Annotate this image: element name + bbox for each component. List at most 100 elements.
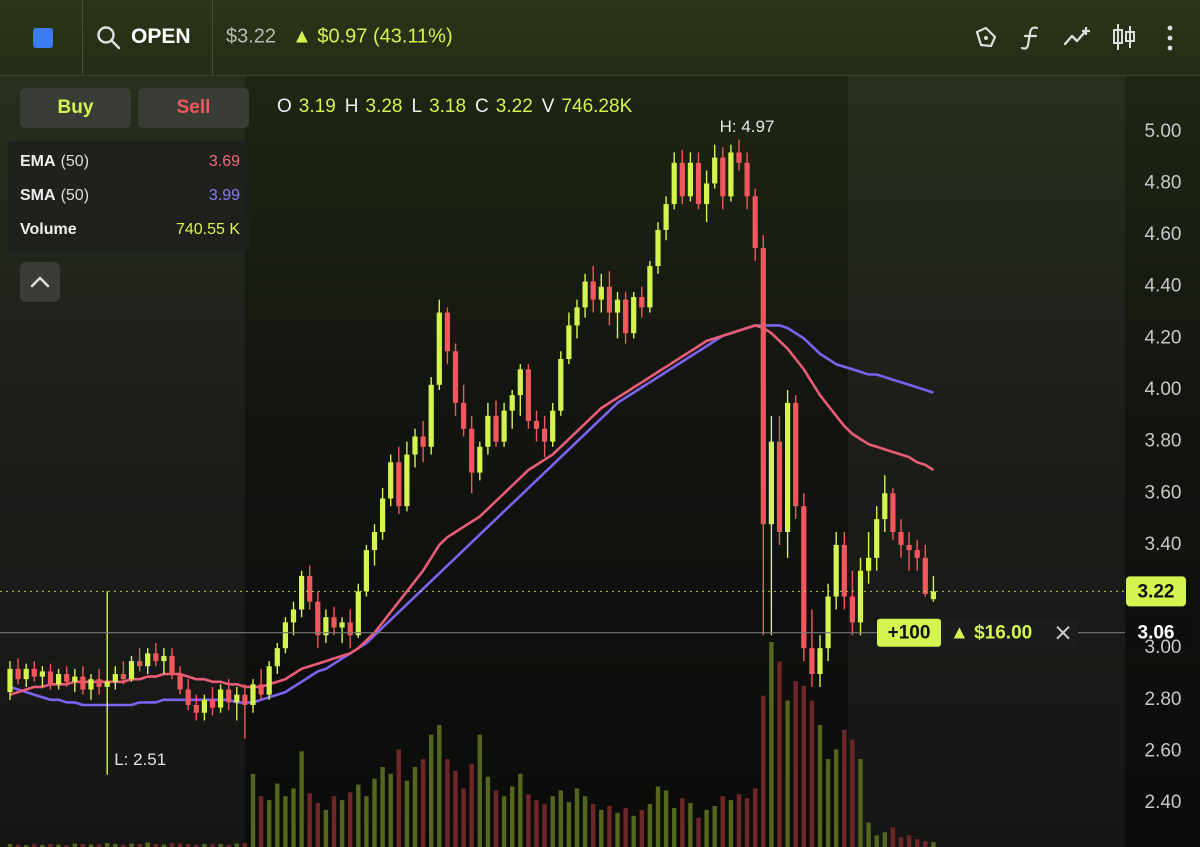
volume-bar [809, 700, 815, 847]
volume-bar [655, 786, 661, 847]
candle-body [574, 307, 580, 326]
y-tick-label: 4.40 [1145, 276, 1182, 297]
volume-bar [704, 809, 709, 847]
volume-bar [420, 759, 426, 847]
position-price-tag [1126, 617, 1192, 648]
indicator-name: SMA [20, 187, 56, 204]
candle-body [64, 674, 70, 682]
candle-body [728, 152, 734, 197]
volume-bar [906, 835, 912, 847]
volume-bar [477, 734, 482, 847]
volume-bar [218, 844, 223, 847]
close-position-icon[interactable] [1056, 625, 1070, 640]
volume-bar [469, 764, 474, 847]
session-band [848, 75, 1125, 847]
indicator-icon[interactable] [1062, 24, 1092, 52]
volume-bar [202, 844, 207, 847]
candle-body [461, 402, 467, 429]
legend-key: O [277, 96, 292, 117]
candle-body [307, 575, 313, 602]
candle-body [56, 674, 62, 685]
y-tick-label: 3.80 [1145, 431, 1182, 452]
buy-button[interactable]: Buy [20, 88, 131, 128]
volume-bar [915, 839, 920, 847]
candle-body [185, 689, 191, 705]
volume-bar [898, 837, 904, 847]
candle-body [501, 410, 507, 442]
indicator-param: (50) [60, 153, 90, 170]
position-quantity-tag[interactable] [877, 618, 941, 647]
candle-body [914, 550, 920, 558]
candle-body [533, 420, 540, 429]
candle-body [817, 648, 823, 675]
volume-bar [32, 844, 37, 847]
draw-icon[interactable] [972, 24, 1000, 52]
candle-body [169, 655, 175, 675]
more-icon[interactable] [1162, 24, 1178, 52]
candle-body [218, 689, 224, 708]
volume-bar [113, 844, 118, 847]
volume-bar [372, 778, 377, 847]
volume-bar [64, 845, 69, 847]
candle-body [760, 247, 766, 525]
sell-button[interactable]: Sell [138, 88, 249, 128]
candle-body [776, 441, 783, 533]
collapse-button[interactable] [20, 262, 60, 302]
candle-body [128, 661, 135, 680]
candle-body [347, 622, 353, 636]
volume-bar [688, 803, 693, 847]
sma-line [9, 324, 934, 707]
chart-type-icon[interactable] [1111, 22, 1137, 52]
volume-bar [923, 841, 928, 847]
volume-bar [396, 749, 401, 847]
volume-bar [48, 844, 53, 847]
symbol[interactable]: OPEN [131, 25, 191, 48]
candle-body [315, 601, 321, 636]
indicator-row: EMA (50) 3.69 [20, 153, 240, 171]
legend-key: V [541, 96, 555, 117]
candle-body [323, 617, 329, 636]
volume-bar [574, 788, 580, 847]
volume-bar [842, 729, 847, 847]
function-icon[interactable] [1018, 24, 1044, 52]
candle-body [582, 281, 588, 308]
volume-bar [680, 798, 685, 847]
candle-body [898, 532, 904, 545]
volume-bar [518, 773, 523, 847]
volume-bar [817, 724, 823, 847]
candle-body [558, 359, 564, 411]
candle-body [874, 519, 880, 558]
candle-body [201, 699, 207, 713]
candle-body [420, 436, 426, 447]
volume-bar [931, 842, 936, 847]
volume-bar [129, 843, 134, 847]
y-tick-label: 4.00 [1145, 379, 1182, 400]
indicator-row: SMA (50) 3.99 [20, 187, 240, 205]
y-tick-label: 3.60 [1145, 482, 1182, 503]
volume-bar [866, 822, 871, 847]
legend-value: 3.28 [365, 96, 403, 117]
volume-bar [728, 800, 734, 847]
candle-body [890, 493, 896, 533]
candle-body [493, 415, 499, 442]
color-swatch[interactable] [33, 28, 53, 48]
volume-bar [825, 759, 831, 847]
candle-body [606, 286, 612, 313]
search-icon[interactable] [96, 25, 122, 51]
y-tick-label: 3.00 [1145, 637, 1182, 658]
candle-body [444, 312, 450, 352]
candle-body [371, 532, 378, 551]
volume-bar [275, 783, 280, 847]
volume-bar [258, 796, 264, 847]
candle-body [47, 671, 54, 685]
volume-bar [15, 844, 21, 847]
volume-bar [315, 803, 320, 847]
candle-body [793, 402, 799, 507]
candle-body [882, 493, 888, 520]
position-quantity: +100 [888, 623, 931, 644]
candle-body [663, 204, 669, 230]
volume-bar [105, 843, 110, 847]
volume-bar [234, 843, 239, 847]
candle-body [266, 666, 272, 695]
